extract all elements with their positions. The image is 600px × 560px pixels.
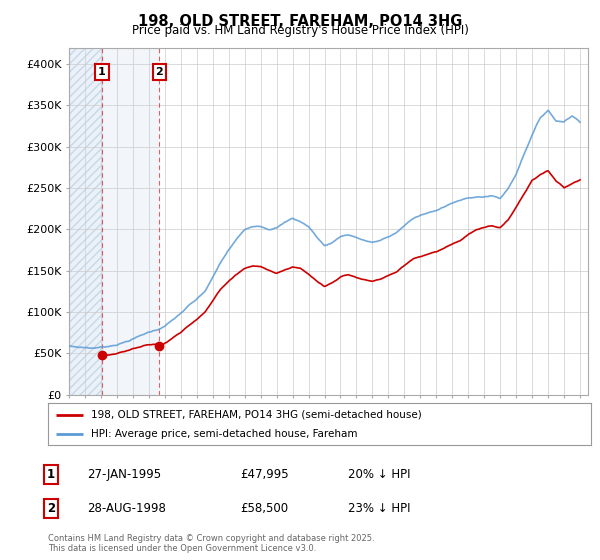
Text: 198, OLD STREET, FAREHAM, PO14 3HG (semi-detached house): 198, OLD STREET, FAREHAM, PO14 3HG (semi… [91, 409, 422, 419]
Text: 20% ↓ HPI: 20% ↓ HPI [348, 468, 410, 482]
Text: HPI: Average price, semi-detached house, Fareham: HPI: Average price, semi-detached house,… [91, 429, 358, 439]
Text: Price paid vs. HM Land Registry's House Price Index (HPI): Price paid vs. HM Land Registry's House … [131, 24, 469, 36]
Bar [69, 48, 102, 395]
Text: 23% ↓ HPI: 23% ↓ HPI [348, 502, 410, 515]
Text: 2: 2 [47, 502, 55, 515]
Text: 1: 1 [98, 67, 106, 77]
Text: 1: 1 [47, 468, 55, 482]
Text: £47,995: £47,995 [240, 468, 289, 482]
Bar [102, 48, 159, 395]
Text: 27-JAN-1995: 27-JAN-1995 [87, 468, 161, 482]
Text: 2: 2 [155, 67, 163, 77]
Text: 28-AUG-1998: 28-AUG-1998 [87, 502, 166, 515]
Text: Contains HM Land Registry data © Crown copyright and database right 2025.
This d: Contains HM Land Registry data © Crown c… [48, 534, 374, 553]
Bar [69, 48, 102, 395]
Text: 198, OLD STREET, FAREHAM, PO14 3HG: 198, OLD STREET, FAREHAM, PO14 3HG [138, 14, 462, 29]
Text: £58,500: £58,500 [240, 502, 288, 515]
